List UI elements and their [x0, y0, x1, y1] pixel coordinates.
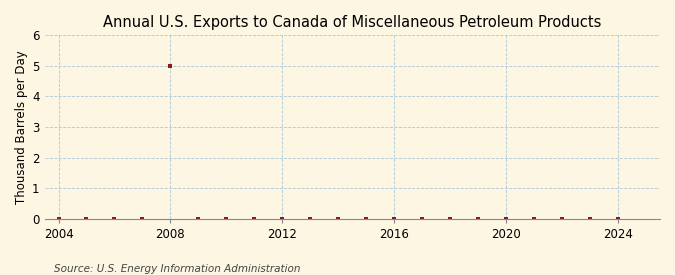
Title: Annual U.S. Exports to Canada of Miscellaneous Petroleum Products: Annual U.S. Exports to Canada of Miscell… — [103, 15, 601, 30]
Y-axis label: Thousand Barrels per Day: Thousand Barrels per Day — [15, 50, 28, 204]
Text: Source: U.S. Energy Information Administration: Source: U.S. Energy Information Administ… — [54, 264, 300, 274]
